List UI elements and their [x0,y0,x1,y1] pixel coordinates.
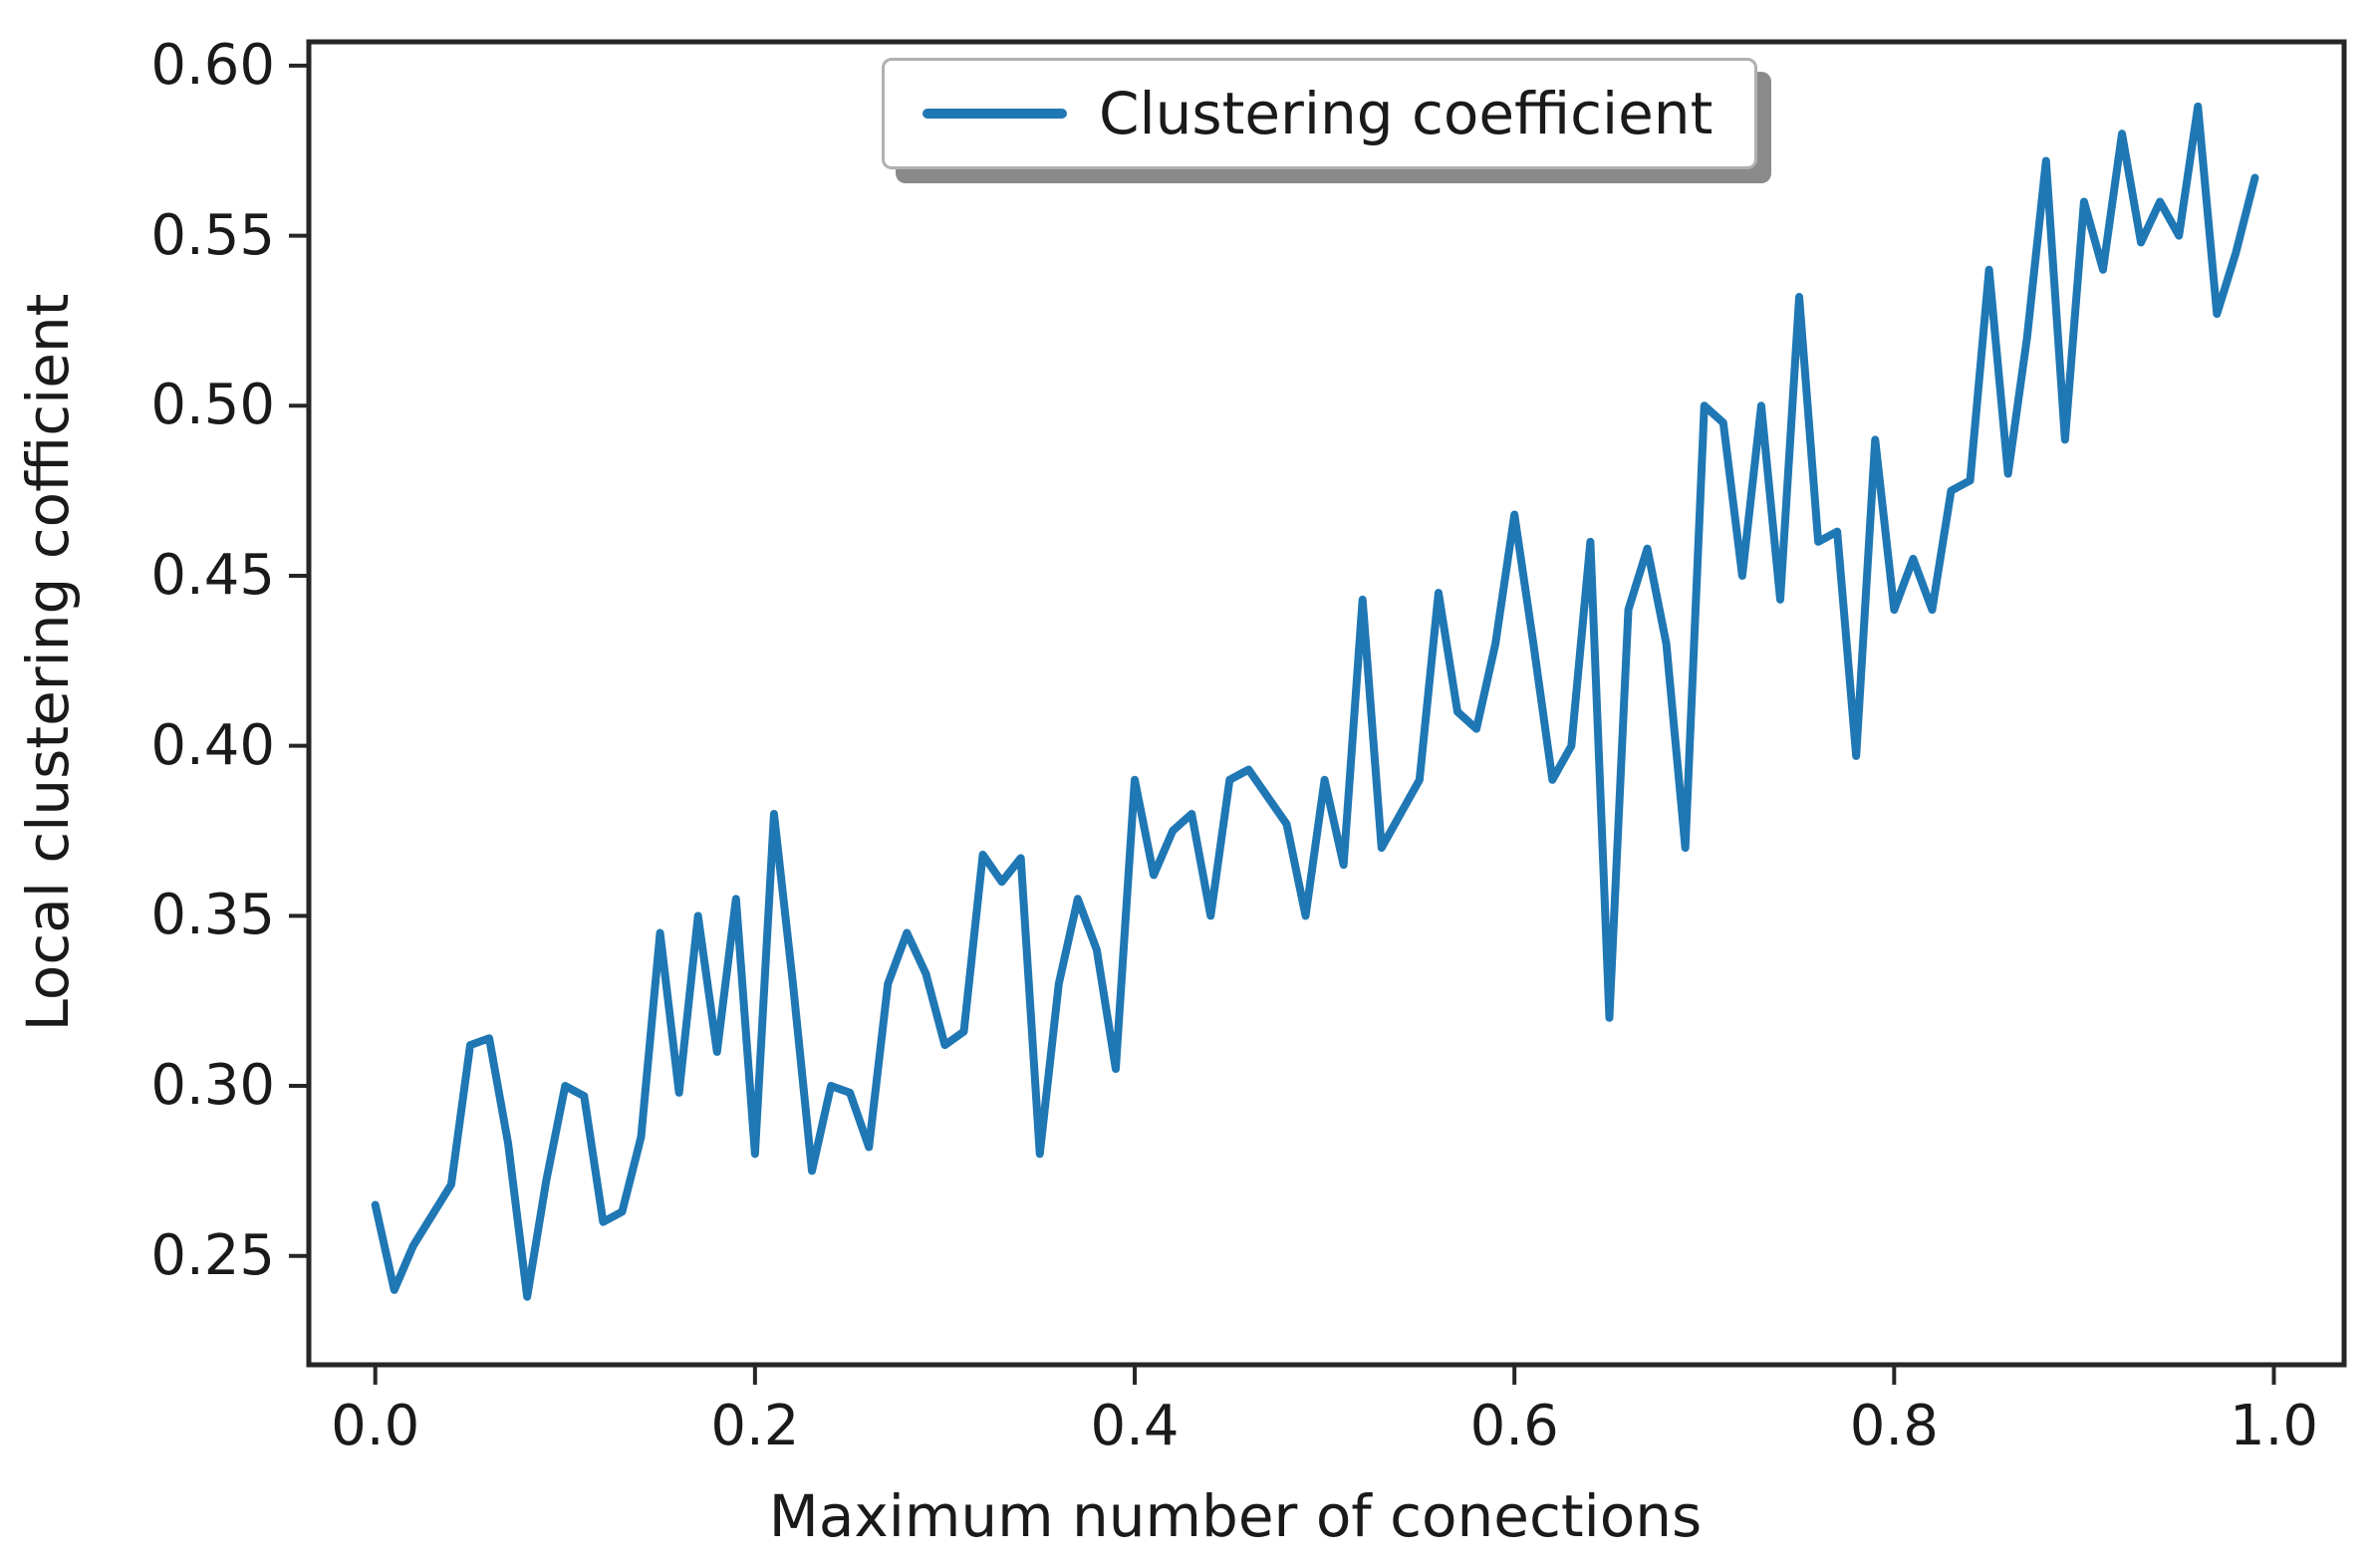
legend-label: Clustering coefficient [1099,80,1714,147]
y-tick-label: 0.25 [150,1222,275,1288]
y-axis-label: Local clustering cofficient [14,293,82,1032]
y-tick-label: 0.30 [150,1053,275,1119]
y-tick-label: 0.45 [150,542,275,608]
x-tick-label: 0.0 [331,1394,420,1458]
legend-line-sample [923,109,1067,119]
x-tick-label: 0.8 [1849,1394,1939,1458]
y-tick-label: 0.40 [150,712,275,778]
clustering-coefficient-line [371,102,2259,1301]
y-tick-label: 0.60 [150,32,275,98]
plot-frame [306,39,2347,1368]
x-axis-label: Maximum number of conections [768,1482,1703,1550]
y-tick-label: 0.50 [150,373,275,438]
x-tick-label: 1.0 [2229,1394,2319,1458]
legend: Clustering coefficient [882,58,1758,169]
x-tick-label: 0.2 [710,1394,800,1458]
x-tick-label: 0.4 [1090,1394,1180,1458]
y-tick-label: 0.35 [150,883,275,948]
y-tick-label: 0.55 [150,202,275,268]
x-tick-label: 0.6 [1469,1394,1559,1458]
